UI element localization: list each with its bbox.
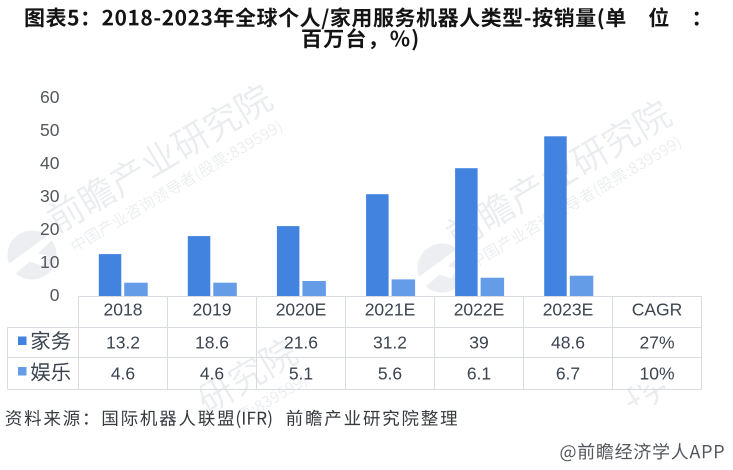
svg-text:2023E: 2023E	[543, 300, 594, 320]
svg-text:5.1: 5.1	[289, 364, 313, 384]
svg-text:6.1: 6.1	[467, 364, 491, 384]
svg-text:2018: 2018	[104, 300, 143, 320]
svg-text:50: 50	[40, 120, 60, 140]
svg-text:18.6: 18.6	[195, 333, 229, 353]
svg-text:2021E: 2021E	[365, 300, 416, 320]
svg-text:30: 30	[40, 186, 60, 206]
svg-text:48.6: 48.6	[551, 333, 585, 353]
svg-text:4.6: 4.6	[111, 364, 135, 384]
svg-text:39: 39	[469, 333, 488, 353]
svg-text:0: 0	[50, 285, 60, 305]
svg-text:2019: 2019	[193, 300, 232, 320]
svg-text:40: 40	[40, 153, 60, 173]
svg-text:10: 10	[40, 252, 60, 272]
svg-text:13.2: 13.2	[106, 333, 140, 353]
svg-text:20: 20	[40, 219, 60, 239]
svg-text:2022E: 2022E	[454, 300, 505, 320]
svg-text:4.6: 4.6	[200, 364, 224, 384]
svg-text:2020E: 2020E	[276, 300, 327, 320]
svg-text:6.7: 6.7	[556, 364, 580, 384]
svg-text:27%: 27%	[639, 333, 674, 353]
svg-text:31.2: 31.2	[373, 333, 407, 353]
svg-text:CAGR: CAGR	[632, 300, 683, 320]
svg-text:60: 60	[40, 87, 60, 107]
svg-text:21.6: 21.6	[284, 333, 318, 353]
svg-text:10%: 10%	[639, 364, 674, 384]
svg-text:5.6: 5.6	[378, 364, 402, 384]
